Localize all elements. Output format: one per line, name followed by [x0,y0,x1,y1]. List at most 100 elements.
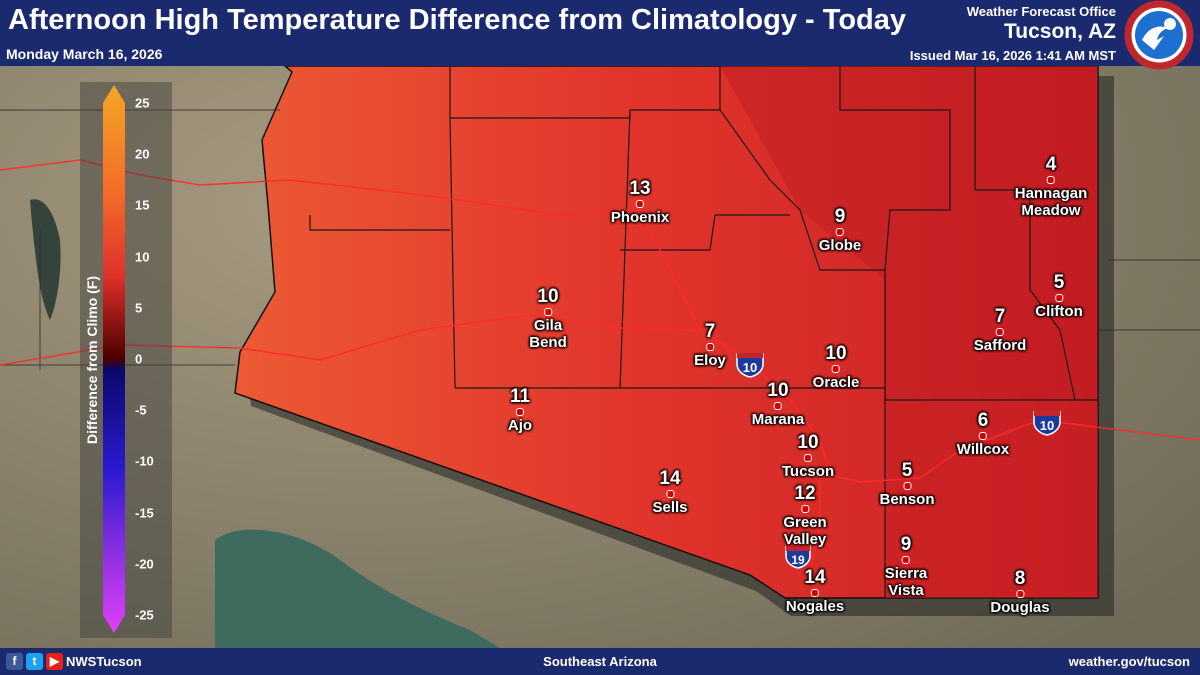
highways [0,159,1200,576]
city-marker [774,402,782,410]
city-label: 8 Douglas [990,568,1049,616]
city-label: 9 Globe [819,206,862,254]
city-marker [835,228,844,236]
city-marker [1016,590,1024,598]
social-links: f t ▶ NWSTucson [6,653,142,670]
city-label: 10 Tucson [782,432,834,480]
city-label: 7 Eloy [694,321,726,369]
city-label: 10 Oracle [813,343,860,391]
region-northeast-tone [720,66,1098,400]
city-value: 14 [659,468,681,489]
city-value: 11 [509,386,531,407]
city-marker [666,490,674,498]
city-label: 12 Green Valley [783,483,826,548]
city-marker [996,328,1004,336]
city-marker [515,408,524,416]
city-value: 8 [1014,568,1026,589]
twitter-icon[interactable]: t [26,653,43,670]
legend-tick: -20 [135,556,154,572]
city-value: 10 [825,343,847,364]
city-name: Hannagan Meadow [1014,185,1088,219]
city-value: 13 [629,178,651,199]
legend-tick: 5 [135,300,143,316]
city-name: Sells [652,499,688,516]
city-marker [800,505,809,513]
region-southeast-tone [885,400,1098,598]
city-value: 9 [834,206,846,227]
legend-tick: -5 [135,402,147,418]
city-name: Safford [973,337,1027,354]
legend-tick: 0 [135,351,143,367]
city-label: 9 Sierra Vista [885,534,928,599]
city-label: 13 Phoenix [611,178,669,226]
facebook-icon[interactable]: f [6,653,23,670]
youtube-icon[interactable]: ▶ [46,653,63,670]
city-name: Clifton [1035,303,1083,320]
social-handle[interactable]: NWSTucson [66,654,142,669]
i19-number: 19 [791,553,805,567]
city-name: Tucson [781,463,835,480]
city-name: Sierra Vista [884,565,928,599]
legend-label: Difference from Climo (F) [84,275,100,445]
city-label: 5 Clifton [1035,272,1082,320]
city-marker [544,308,552,316]
gulf-of-california [215,529,500,648]
city-name: Globe [818,237,862,254]
nws-logo[interactable] [1124,0,1194,70]
city-name: Phoenix [610,209,670,226]
office-line-1: Weather Forecast Office [966,4,1116,19]
footer-region: Southeast Arizona [543,654,657,669]
i10-east-number: 10 [1040,418,1054,433]
city-label: 11 Ajo [508,386,532,434]
city-name: Eloy [694,352,726,369]
map-title: Afternoon High Temperature Difference fr… [8,4,907,36]
city-name: Marana [751,411,805,428]
city-value: 7 [704,321,716,342]
city-marker [902,482,911,490]
city-label: 6 Willcox [957,410,1009,458]
city-marker [803,454,812,462]
city-value: 12 [794,483,816,504]
county-borders [309,66,1098,598]
i10-west-number: 10 [743,360,757,375]
city-name: Benson [879,491,935,508]
city-marker [635,200,644,208]
city-value: 5 [901,460,913,481]
legend-tick: 15 [135,197,150,213]
city-name: Nogales [785,598,845,615]
city-value: 5 [1053,272,1065,293]
legend-tick: -15 [135,505,154,521]
city-label: 10 Marana [752,380,805,428]
city-value: 9 [900,534,912,555]
city-marker [901,556,910,564]
office-line-2: Tucson, AZ [1004,20,1116,43]
city-marker [810,589,819,597]
city-name: Oracle [812,374,860,391]
city-name: Green Valley [783,514,827,548]
city-name: Gila Bend [529,317,567,351]
city-label: 14 Nogales [786,567,844,615]
city-marker [1046,176,1055,184]
interstate-19-shield: 19 [785,546,811,569]
salton-sea [30,199,61,320]
interstate-10-west-shield: 10 [736,353,764,378]
legend-tick: 25 [135,95,150,111]
city-value: 10 [537,286,559,307]
footer-url[interactable]: weather.gov/tucson [1068,654,1190,669]
legend-colorbar [103,85,125,633]
city-label: 14 Sells [652,468,687,516]
city-marker [978,432,987,440]
city-name: Ajo [507,417,533,434]
header-bar: Afternoon High Temperature Difference fr… [0,0,1200,66]
legend-tick: -25 [135,607,154,623]
legend-tick: 20 [135,146,150,162]
city-value: 10 [797,432,819,453]
city-name: Willcox [956,441,1010,458]
city-value: 14 [804,567,826,588]
legend-tick: -10 [135,453,154,469]
city-value: 4 [1045,154,1057,175]
interstate-10-east-shield: 10 [1033,411,1061,436]
city-value: 6 [977,410,989,431]
